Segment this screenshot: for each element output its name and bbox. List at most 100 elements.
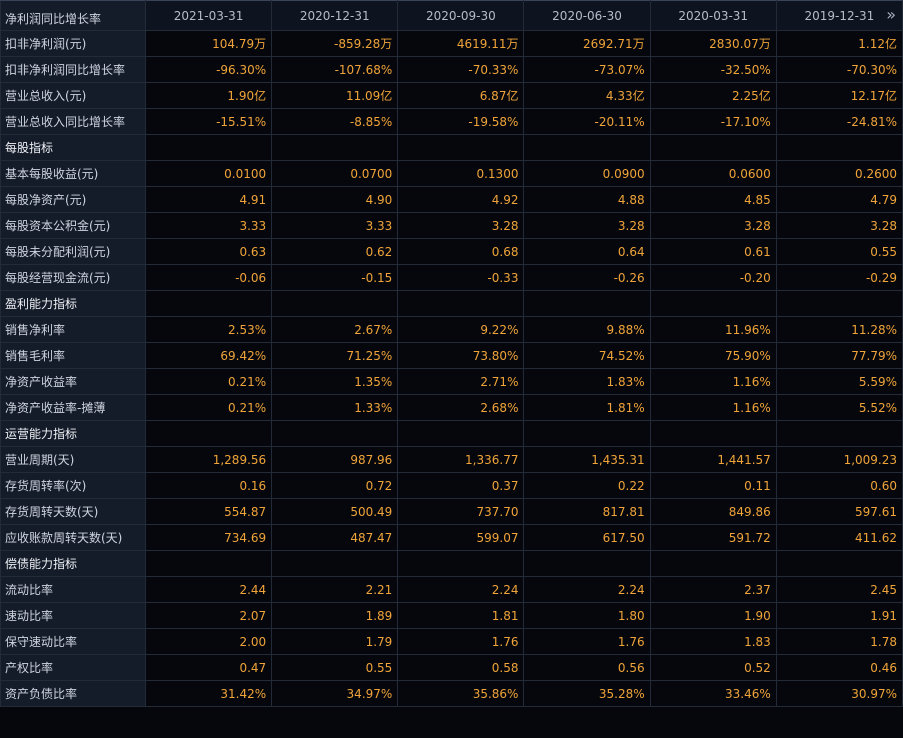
value-cell: 411.62: [775, 524, 903, 551]
value-cell: 0.64: [523, 238, 651, 265]
value-cell: 0.55: [775, 238, 903, 265]
empty-cell: [397, 420, 525, 447]
value-cell: -70.30%: [775, 56, 903, 83]
value-cell: 11.09亿: [271, 82, 399, 109]
value-cell: -0.06: [144, 264, 273, 291]
value-cell: 2.53%: [144, 316, 273, 343]
column-header-date[interactable]: 2020-06-30: [523, 0, 651, 31]
column-header-date[interactable]: 2020-09-30: [397, 0, 525, 31]
value-cell: 5.59%: [775, 368, 903, 395]
value-cell: 1.89: [271, 602, 399, 629]
value-cell: 0.52: [649, 654, 777, 681]
value-cell: 1.90亿: [144, 82, 273, 109]
value-cell: 0.0100: [144, 160, 273, 187]
value-cell: 0.68: [397, 238, 525, 265]
value-cell: 1.83%: [523, 368, 651, 395]
value-cell: 487.47: [271, 524, 399, 551]
value-cell: 1.16%: [649, 394, 777, 421]
value-cell: 1.91: [775, 602, 903, 629]
value-cell: 1.35%: [271, 368, 399, 395]
section-header-row: 运营能力指标: [0, 420, 903, 447]
column-header-date[interactable]: 2019-12-31: [804, 8, 875, 23]
value-cell: 0.46: [775, 654, 903, 681]
value-cell: -96.30%: [144, 56, 273, 83]
row-label: 每股资本公积金(元): [0, 212, 146, 239]
table-row: 基本每股收益(元) 0.0100 0.0700 0.1300 0.0900 0.0600 0…: [0, 160, 903, 187]
row-label: 营业总收入同比增长率: [0, 108, 146, 135]
value-cell: 0.62: [271, 238, 399, 265]
row-label: 销售毛利率: [0, 342, 146, 369]
value-cell: 817.81: [523, 498, 651, 525]
value-cell: 599.07: [397, 524, 525, 551]
section-title: 偿债能力指标: [0, 550, 146, 577]
value-cell: 1.81%: [523, 394, 651, 421]
value-cell: 104.79万: [144, 30, 273, 57]
value-cell: 2.44: [144, 576, 273, 603]
row-label: 扣非净利润同比增长率: [0, 56, 146, 83]
value-cell: 4619.11万: [397, 30, 525, 57]
table-row: 流动比率 2.44 2.21 2.24 2.24 2.37 2.45: [0, 576, 903, 603]
column-header-date[interactable]: 2020-12-31: [271, 0, 399, 31]
value-cell: 1.80: [523, 602, 651, 629]
expand-more-icon[interactable]: »: [886, 5, 896, 24]
value-cell: -107.68%: [271, 56, 399, 83]
row-label: 营业周期(天): [0, 446, 146, 473]
value-cell: 0.0700: [271, 160, 399, 187]
empty-cell: [397, 134, 525, 161]
value-cell: 11.28%: [775, 316, 903, 343]
value-cell: -0.26: [523, 264, 651, 291]
value-cell: -0.29: [775, 264, 903, 291]
value-cell: 0.22: [523, 472, 651, 499]
value-cell: 3.33: [271, 212, 399, 239]
value-cell: -8.85%: [271, 108, 399, 135]
row-label: 每股经营现金流(元): [0, 264, 146, 291]
value-cell: 3.28: [775, 212, 903, 239]
row-label: 存货周转率(次): [0, 472, 146, 499]
table-row: 扣非净利润(元) 104.79万 -859.28万 4619.11万 2692.71万 2…: [0, 30, 903, 57]
value-cell: 4.88: [523, 186, 651, 213]
value-cell: 4.91: [144, 186, 273, 213]
value-cell: 2.45: [775, 576, 903, 603]
value-cell: 0.37: [397, 472, 525, 499]
row-label: 保守速动比率: [0, 628, 146, 655]
value-cell: 849.86: [649, 498, 777, 525]
value-cell: 0.72: [271, 472, 399, 499]
row-label: 资产负债比率: [0, 680, 146, 707]
value-cell: 9.88%: [523, 316, 651, 343]
row-label: 基本每股收益(元): [0, 160, 146, 187]
value-cell: 0.61: [649, 238, 777, 265]
value-cell: 2.07: [144, 602, 273, 629]
empty-cell: [271, 550, 399, 577]
value-cell: -15.51%: [144, 108, 273, 135]
section-header-row: 每股指标: [0, 134, 903, 161]
value-cell: 554.87: [144, 498, 273, 525]
table-row: 速动比率 2.07 1.89 1.81 1.80 1.90 1.91: [0, 602, 903, 629]
row-label: 流动比率: [0, 576, 146, 603]
row-label: 每股净资产(元): [0, 186, 146, 213]
value-cell: 500.49: [271, 498, 399, 525]
column-header-date[interactable]: 2020-03-31: [649, 0, 777, 31]
value-cell: 1.33%: [271, 394, 399, 421]
value-cell: 4.79: [775, 186, 903, 213]
row-label: 应收账款周转天数(天): [0, 524, 146, 551]
value-cell: 2.24: [523, 576, 651, 603]
column-header-date[interactable]: 2021-03-31: [144, 0, 273, 31]
value-cell: 1.79: [271, 628, 399, 655]
value-cell: 1,336.77: [397, 446, 525, 473]
value-cell: 1,435.31: [523, 446, 651, 473]
value-cell: 737.70: [397, 498, 525, 525]
table-row: 净资产收益率 0.21% 1.35% 2.71% 1.83% 1.16% 5.59%: [0, 368, 903, 395]
value-cell: 0.1300: [397, 160, 525, 187]
value-cell: 2.21: [271, 576, 399, 603]
table-row: 营业总收入同比增长率 -15.51% -8.85% -19.58% -20.11% -17…: [0, 108, 903, 135]
value-cell: 2.71%: [397, 368, 525, 395]
empty-cell: [271, 290, 399, 317]
value-cell: 1.81: [397, 602, 525, 629]
column-header-date-last[interactable]: 2019-12-31 »: [775, 0, 903, 31]
table-row: 存货周转天数(天) 554.87 500.49 737.70 817.81 849.86 5…: [0, 498, 903, 525]
section-title: 盈利能力指标: [0, 290, 146, 317]
section-header-row: 偿债能力指标: [0, 550, 903, 577]
row-label: 营业总收入(元): [0, 82, 146, 109]
value-cell: 11.96%: [649, 316, 777, 343]
value-cell: 734.69: [144, 524, 273, 551]
